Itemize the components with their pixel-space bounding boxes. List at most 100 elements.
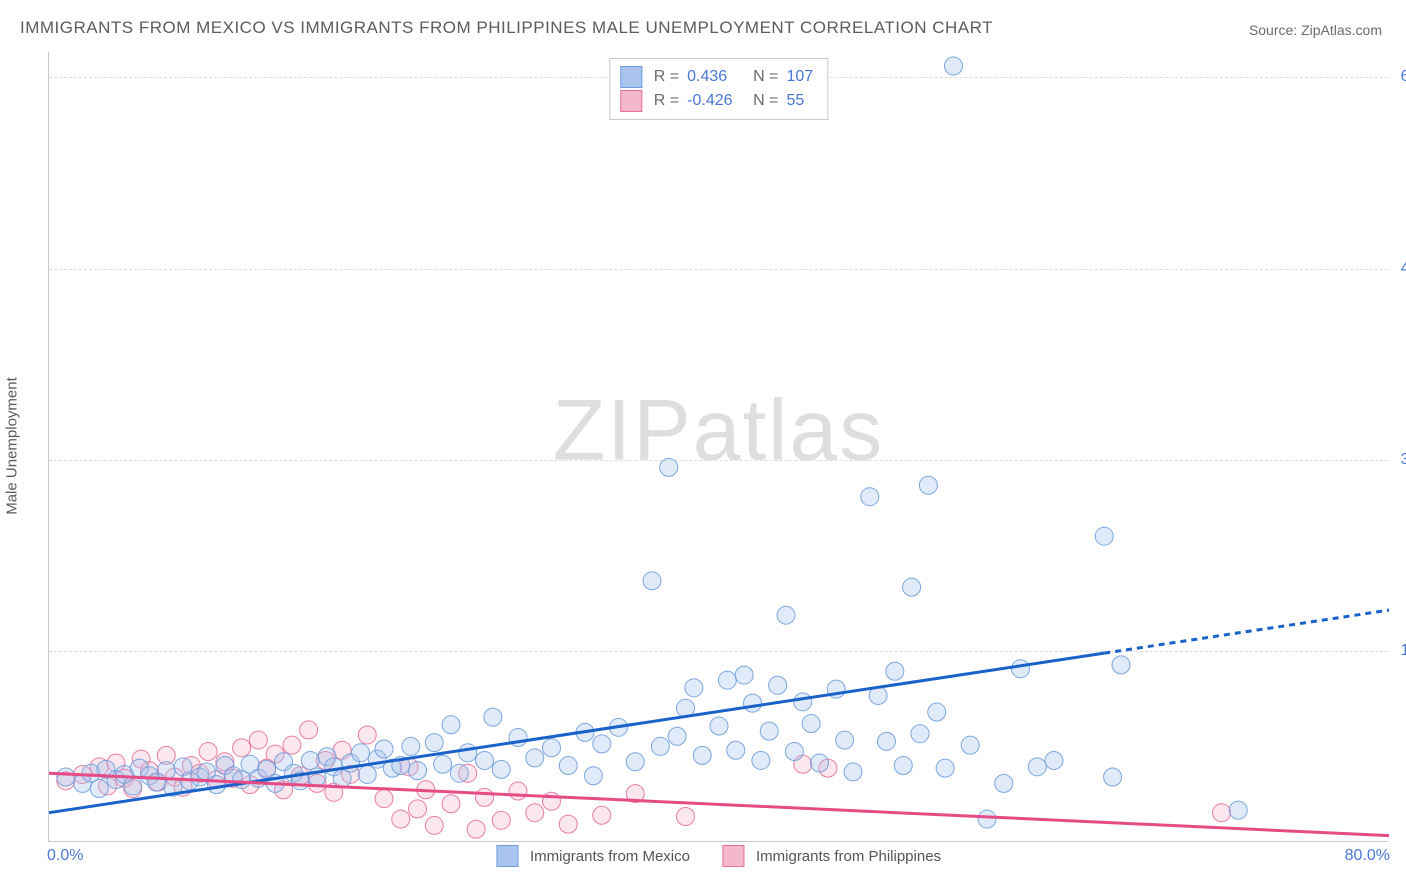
scatter-point — [911, 725, 929, 743]
source-label: Source: — [1249, 22, 1297, 38]
scatter-point — [526, 749, 544, 767]
scatter-point — [919, 476, 937, 494]
legend-row-mexico: R = 0.436 N = 107 — [620, 65, 813, 89]
chart-title: IMMIGRANTS FROM MEXICO VS IMMIGRANTS FRO… — [20, 18, 993, 38]
scatter-point — [744, 694, 762, 712]
y-tick-label: 45.0% — [1394, 260, 1406, 278]
scatter-point — [1112, 656, 1130, 674]
scatter-point — [995, 774, 1013, 792]
scatter-point — [878, 732, 896, 750]
scatter-point — [961, 736, 979, 754]
n-label-mexico: N = — [753, 65, 778, 89]
scatter-point — [543, 739, 561, 757]
scatter-point — [844, 763, 862, 781]
y-axis-label: Male Unemployment — [4, 377, 21, 515]
scatter-point — [811, 754, 829, 772]
scatter-point — [1095, 527, 1113, 545]
trend-line — [1104, 610, 1389, 653]
scatter-point — [492, 760, 510, 778]
scatter-point — [476, 788, 494, 806]
scatter-point — [936, 759, 954, 777]
scatter-point — [727, 741, 745, 759]
swatch-philippines-bottom — [722, 845, 744, 867]
scatter-point — [928, 703, 946, 721]
scatter-point — [677, 808, 695, 826]
scatter-point — [467, 820, 485, 838]
y-tick-label: 60.0% — [1394, 68, 1406, 86]
legend-item-mexico: Immigrants from Mexico — [496, 845, 690, 867]
scatter-point — [300, 721, 318, 739]
scatter-point — [352, 744, 370, 762]
legend-label-mexico: Immigrants from Mexico — [530, 848, 690, 865]
scatter-point — [459, 744, 477, 762]
scatter-point — [283, 736, 301, 754]
scatter-point — [643, 572, 661, 590]
y-tick-label: 15.0% — [1394, 642, 1406, 660]
scatter-point — [484, 708, 502, 726]
legend-item-philippines: Immigrants from Philippines — [722, 845, 941, 867]
scatter-point — [57, 768, 75, 786]
scatter-point — [668, 727, 686, 745]
scatter-point — [1229, 801, 1247, 819]
y-tick-label: 30.0% — [1394, 451, 1406, 469]
scatter-point — [769, 676, 787, 694]
scatter-point — [802, 715, 820, 733]
scatter-point — [425, 816, 443, 834]
scatter-point — [450, 764, 468, 782]
x-tick-right: 80.0% — [1345, 847, 1390, 865]
scatter-point — [685, 679, 703, 697]
scatter-point — [651, 737, 669, 755]
trend-line — [49, 653, 1104, 813]
scatter-point — [249, 731, 267, 749]
correlation-legend: R = 0.436 N = 107 R = -0.426 N = 55 — [609, 58, 828, 120]
scatter-point — [903, 578, 921, 596]
scatter-point — [785, 743, 803, 761]
source-name: ZipAtlas.com — [1301, 22, 1382, 38]
scatter-point — [442, 716, 460, 734]
r-label-philippines: R = — [654, 89, 679, 113]
scatter-point — [794, 693, 812, 711]
scatter-point — [559, 757, 577, 775]
swatch-philippines — [620, 90, 642, 112]
source-attribution: Source: ZipAtlas.com — [1249, 22, 1382, 38]
scatter-point — [358, 726, 376, 744]
legend-row-philippines: R = -0.426 N = 55 — [620, 89, 813, 113]
scatter-point — [978, 810, 996, 828]
scatter-point — [199, 743, 217, 761]
r-label-mexico: R = — [654, 65, 679, 89]
r-value-philippines: -0.426 — [687, 89, 745, 113]
scatter-point — [836, 731, 854, 749]
scatter-point — [409, 800, 427, 818]
scatter-point — [752, 751, 770, 769]
scatter-point — [90, 779, 108, 797]
swatch-mexico-bottom — [496, 845, 518, 867]
scatter-point — [375, 740, 393, 758]
trend-line — [49, 773, 1389, 835]
scatter-point — [1012, 660, 1030, 678]
scatter-point — [735, 666, 753, 684]
scatter-point — [409, 762, 427, 780]
scatter-point — [1045, 751, 1063, 769]
scatter-point — [710, 717, 728, 735]
chart-container: IMMIGRANTS FROM MEXICO VS IMMIGRANTS FRO… — [0, 0, 1406, 892]
scatter-point — [233, 739, 251, 757]
legend-label-philippines: Immigrants from Philippines — [756, 848, 941, 865]
scatter-point — [593, 735, 611, 753]
scatter-point — [559, 815, 577, 833]
x-tick-left: 0.0% — [47, 847, 83, 865]
swatch-mexico — [620, 66, 642, 88]
scatter-point — [392, 810, 410, 828]
scatter-svg — [49, 52, 1388, 841]
scatter-point — [584, 767, 602, 785]
scatter-point — [660, 458, 678, 476]
scatter-point — [1213, 804, 1231, 822]
scatter-point — [693, 746, 711, 764]
scatter-point — [358, 765, 376, 783]
r-value-mexico: 0.436 — [687, 65, 745, 89]
n-label-philippines: N = — [753, 89, 778, 113]
scatter-point — [375, 790, 393, 808]
scatter-point — [626, 753, 644, 771]
scatter-point — [1028, 758, 1046, 776]
scatter-point — [492, 811, 510, 829]
scatter-point — [442, 795, 460, 813]
